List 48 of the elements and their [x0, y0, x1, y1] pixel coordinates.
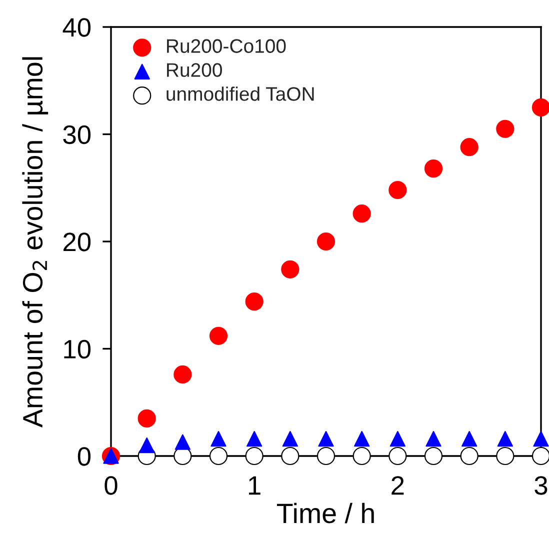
x-tick-label: 0 — [104, 476, 118, 495]
point — [532, 98, 549, 116]
point — [209, 326, 228, 345]
point — [281, 260, 300, 278]
y-tick-label: 0 — [78, 447, 91, 466]
point — [352, 446, 371, 466]
point — [245, 292, 264, 311]
point — [426, 431, 442, 447]
x-tick-label: 1 — [249, 476, 260, 495]
point — [174, 434, 191, 450]
x-tick-label: 2 — [392, 476, 404, 495]
y-tick-label: 10 — [64, 340, 91, 359]
point — [388, 446, 407, 466]
point — [460, 446, 478, 466]
legend-label: unmodified TaON — [166, 86, 314, 101]
point — [210, 431, 226, 447]
point — [354, 431, 370, 447]
point — [282, 431, 298, 447]
point — [245, 446, 264, 466]
legend-label: Ru200-Co100 — [167, 39, 286, 53]
point — [388, 180, 407, 200]
point — [533, 431, 549, 447]
point — [138, 437, 155, 454]
point — [174, 365, 192, 384]
point — [209, 446, 228, 466]
point — [496, 446, 514, 466]
y-axis-title: Amount of O$_{2}$ evolution / µmol — [22, 57, 48, 428]
point — [424, 160, 443, 178]
point — [390, 431, 406, 447]
x-tick-label: 3 — [534, 476, 548, 495]
y-tick-label: 30 — [63, 125, 91, 144]
point — [496, 120, 514, 138]
x-axis-title: Time / h — [276, 502, 374, 524]
point — [532, 446, 549, 466]
point — [246, 431, 262, 447]
point — [138, 409, 156, 428]
point — [352, 204, 371, 223]
point — [424, 446, 443, 466]
point — [497, 431, 514, 447]
y-tick-label: 20 — [64, 232, 91, 252]
point — [316, 446, 336, 466]
point — [316, 232, 336, 251]
point — [318, 431, 334, 447]
legend-label: Ru200 — [167, 63, 222, 77]
point — [281, 446, 300, 466]
point — [461, 431, 478, 447]
point — [460, 138, 478, 156]
y-tick-label: 40 — [62, 18, 91, 37]
